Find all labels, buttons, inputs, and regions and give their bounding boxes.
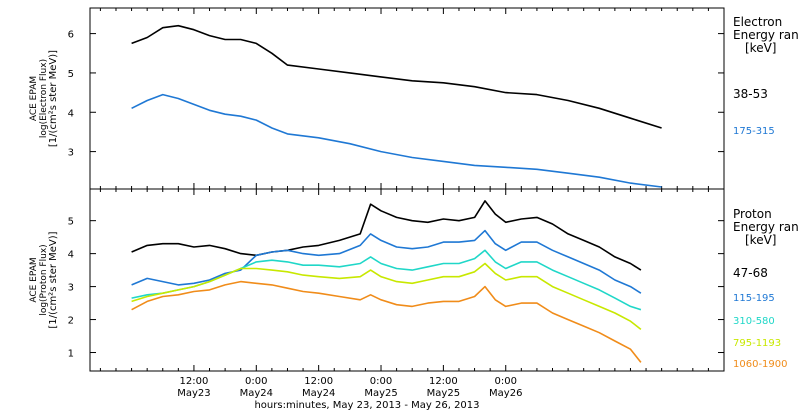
- legend-title-line: Electron: [733, 15, 782, 29]
- x-tick-label-time: 12:00: [180, 376, 209, 387]
- legend-title-line: [keV]: [745, 41, 776, 55]
- legend-entry-1060-1900: 1060-1900: [733, 359, 788, 370]
- series-line-47-68: [131, 200, 642, 271]
- x-tick-label-time: 0:00: [495, 376, 517, 387]
- y-tick-label: 5: [68, 69, 74, 80]
- series-line-795-1193: [131, 262, 642, 331]
- y-tick-label: 4: [68, 250, 74, 261]
- plot-frame-electron: [89, 7, 725, 190]
- series-line-115-195: [131, 229, 642, 294]
- series-line-1060-1900: [131, 280, 642, 363]
- x-tick-label-date: May25: [364, 388, 397, 399]
- y-axis-label-line: ACE EPAM: [29, 257, 39, 302]
- y-tick-label: 5: [68, 217, 74, 228]
- x-tick-label-date: May23: [177, 388, 210, 399]
- y-tick-label: 6: [68, 30, 74, 41]
- y-tick-label: 2: [68, 316, 74, 327]
- y-axis-label-line: log(Electron Flux): [39, 59, 49, 138]
- y-axis-label-line: [1/(cm²s ster MeV)]: [48, 231, 59, 328]
- x-tick-label-time: 12:00: [429, 376, 458, 387]
- x-tick-label-time: 12:00: [304, 376, 333, 387]
- legend-entry-795-1193: 795-1193: [733, 338, 781, 349]
- y-tick-label: 4: [68, 108, 74, 119]
- x-tick-label-date: May25: [427, 388, 460, 399]
- series-line-175-315: [131, 93, 662, 188]
- y-axis-label-line: [1/(cm²s ster MeV)]: [48, 50, 59, 147]
- y-tick-label: 3: [68, 148, 74, 159]
- plot-frame-proton: [89, 188, 725, 372]
- legend-entry-47-68: 47-68: [733, 266, 768, 280]
- x-tick-label-time: 0:00: [245, 376, 267, 387]
- x-axis-label: hours:minutes, May 23, 2013 - May 26, 20…: [254, 400, 479, 410]
- legend-entry-175-315: 175-315: [733, 126, 775, 137]
- series-line-38-53: [131, 24, 662, 129]
- x-tick-label-time: 0:00: [370, 376, 392, 387]
- y-tick-label: 3: [68, 283, 74, 294]
- legend-title-line: Energy ran: [733, 28, 799, 42]
- x-tick-label-date: May26: [489, 388, 522, 399]
- y-axis-label-line: ACE EPAM: [29, 76, 39, 121]
- x-tick-label-date: May24: [240, 388, 273, 399]
- legend-title-line: Proton: [733, 207, 772, 221]
- legend-title-line: Energy ran: [733, 220, 799, 234]
- y-tick-label: 1: [68, 349, 74, 360]
- y-axis-label-line: log(Proton Flux): [39, 244, 49, 315]
- x-tick-label-date: May24: [302, 388, 335, 399]
- legend-title-line: [keV]: [745, 233, 776, 247]
- legend-entry-115-195: 115-195: [733, 293, 775, 304]
- legend-entry-310-580: 310-580: [733, 316, 775, 327]
- legend-entry-38-53: 38-53: [733, 87, 768, 101]
